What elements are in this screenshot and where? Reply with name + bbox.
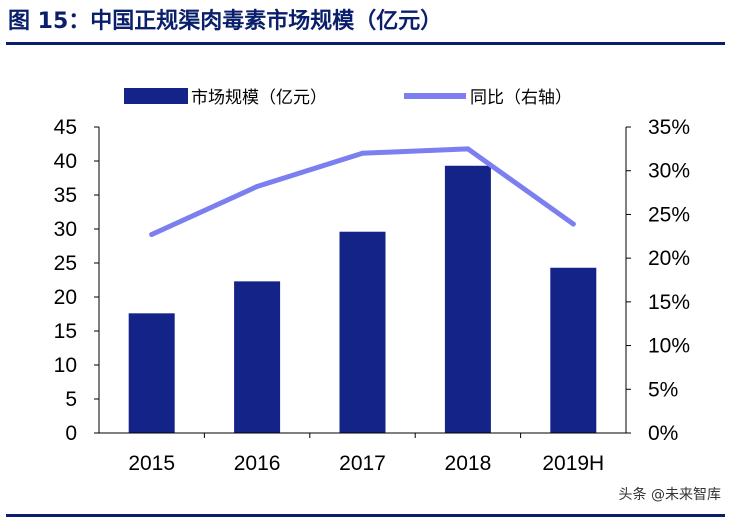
right-tick-label: 35%	[648, 116, 690, 139]
right-tick-label: 25%	[648, 203, 690, 226]
yoy-point-2015	[149, 232, 155, 238]
left-tick-label: 25	[54, 252, 77, 275]
left-tick-label: 15	[54, 320, 77, 343]
right-tick-label: 30%	[648, 160, 690, 183]
right-tick-label: 0%	[648, 422, 678, 445]
bar-2018	[444, 165, 491, 433]
legend: 市场规模（亿元） 同比（右轴）	[124, 88, 572, 108]
left-tick-label: 30	[54, 218, 77, 241]
x-tick-label: 2016	[234, 452, 281, 475]
x-tick-label: 2019H	[542, 452, 604, 475]
watermark: 头条 @未来智库	[618, 487, 721, 503]
bar-2015	[128, 313, 175, 433]
bar-2016	[234, 281, 281, 433]
yoy-line	[149, 146, 576, 237]
legend-bar-swatch	[124, 88, 188, 104]
left-tick-label: 0	[65, 422, 77, 445]
yoy-point-2018	[465, 146, 471, 152]
yoy-point-2016	[254, 183, 260, 189]
legend-bar-label: 市场规模（亿元）	[191, 88, 327, 108]
x-tick-label: 2018	[445, 452, 492, 475]
bar-2017	[339, 231, 386, 433]
right-tick-label: 5%	[648, 378, 678, 401]
left-tick-label: 20	[54, 286, 77, 309]
bar-2019H	[550, 267, 597, 433]
title-divider	[6, 42, 725, 45]
left-tick-label: 35	[54, 184, 77, 207]
right-tick-label: 20%	[648, 247, 690, 270]
left-tick-label: 45	[54, 116, 77, 139]
left-tick-label: 5	[65, 388, 77, 411]
right-tick-label: 10%	[648, 335, 690, 358]
bottom-divider	[6, 514, 725, 517]
x-tick-label: 2017	[339, 452, 386, 475]
left-tick-label: 40	[54, 150, 77, 173]
figure-title: 图 15：中国正规渠肉毒素市场规模（亿元）	[8, 9, 443, 34]
x-tick-label: 2015	[128, 452, 175, 475]
left-tick-label: 10	[54, 354, 77, 377]
legend-line-label: 同比（右轴）	[470, 88, 572, 108]
yoy-point-2017	[360, 150, 365, 156]
right-tick-label: 15%	[648, 291, 690, 314]
yoy-point-2019H	[570, 221, 576, 227]
